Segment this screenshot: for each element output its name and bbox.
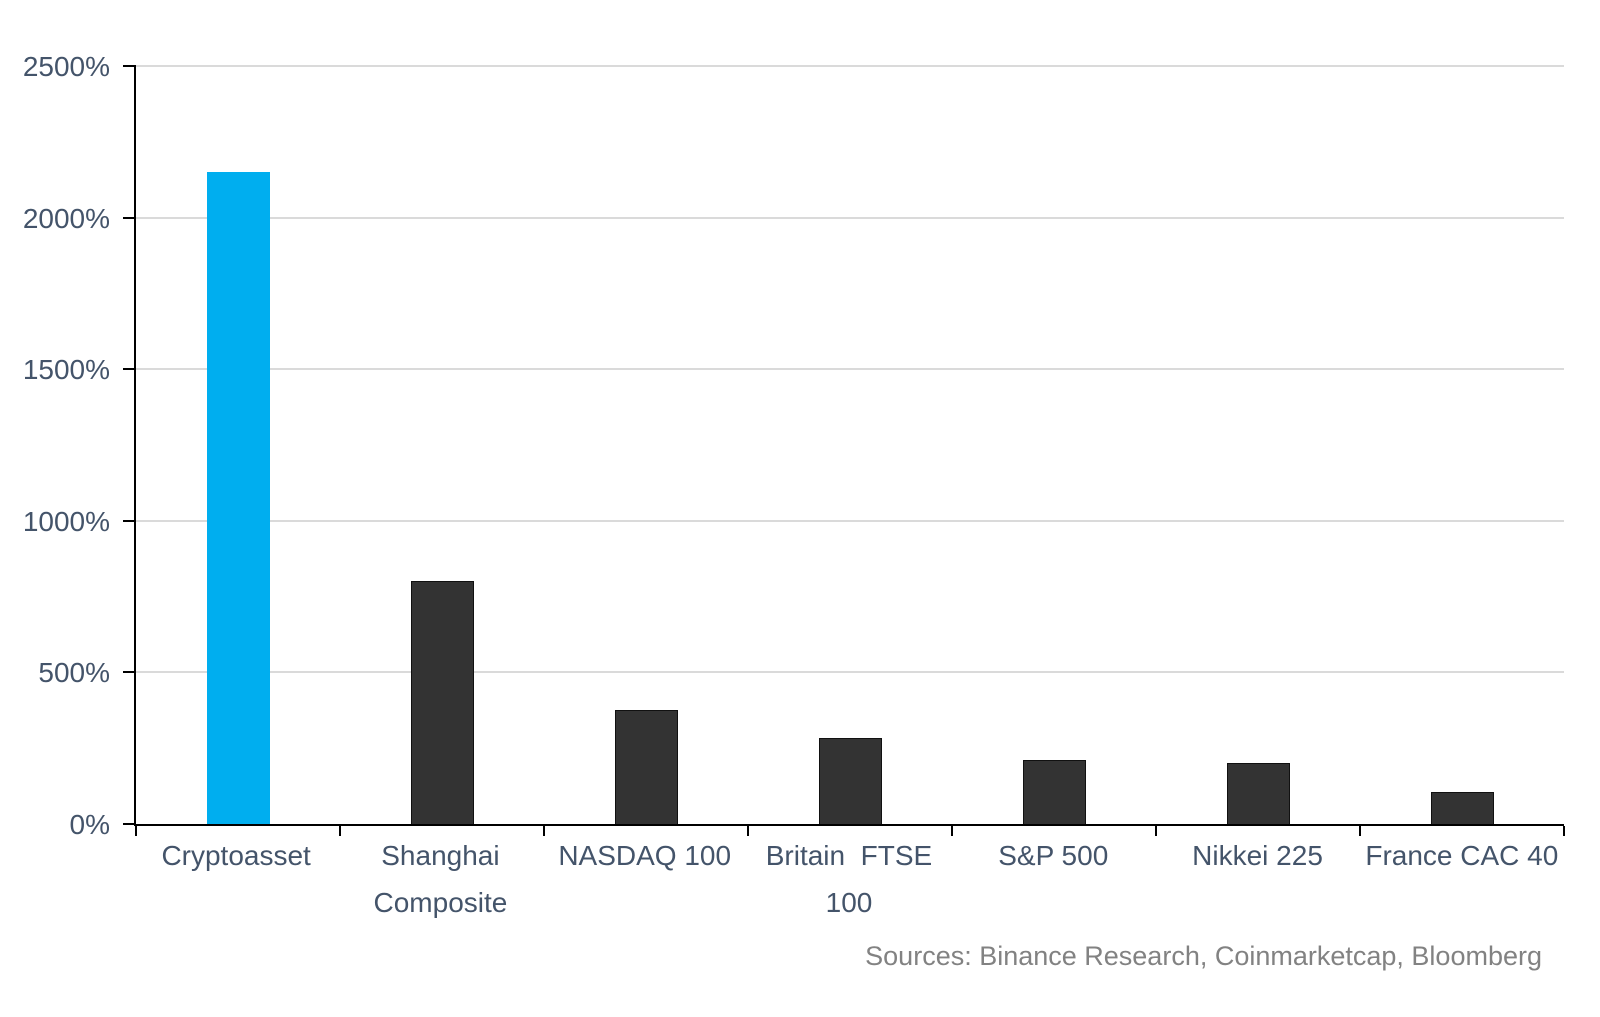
x-axis-label-cryptoasset: Cryptoasset [161, 840, 311, 871]
y-axis-label-500: 500% [38, 657, 110, 688]
y-axis-label-2500: 2500% [22, 51, 110, 82]
y-axis-label-1500: 1500% [22, 354, 110, 385]
bar-slot-france-cac-40 [1360, 66, 1564, 824]
y-axis-label-0: 0% [69, 809, 110, 840]
plot-area [123, 65, 1565, 836]
x-tick-7 [1563, 826, 1565, 836]
bar-slot-nikkei-225 [1156, 66, 1360, 824]
x-axis-label-britain-ftse-100: Britain FTSE 100 [765, 840, 933, 918]
bar-slot-s-p-500 [952, 66, 1156, 824]
x-tick-0 [135, 826, 137, 836]
bar-slot-britain-ftse-100 [748, 66, 952, 824]
x-axis-label-france-cac-40: France CAC 40 [1365, 840, 1559, 871]
x-tick-5 [1155, 826, 1157, 836]
y-axis-label-1000: 1000% [22, 506, 110, 537]
gridline-2000 [136, 217, 1564, 219]
y-tick-1000 [123, 520, 136, 522]
gridline-1000 [136, 520, 1564, 522]
y-tick-2500 [123, 65, 136, 67]
x-axis-label-nikkei-225: Nikkei 225 [1192, 840, 1323, 871]
bar-france-cac-40 [1430, 792, 1494, 824]
bars [136, 66, 1564, 824]
y-tick-500 [123, 671, 136, 673]
bar-shanghai-composite [410, 581, 474, 824]
x-tick-6 [1359, 826, 1361, 836]
x-axis-label-shanghai-composite: Shanghai Composite [373, 840, 508, 918]
y-tick-1500 [123, 368, 136, 370]
x-tick-3 [747, 826, 749, 836]
x-tick-4 [951, 826, 953, 836]
y-axis-labels: 0% 500% 1000% 1500% 2000% 2500% [0, 51, 110, 840]
source-note: Sources: Binance Research, Coinmarketcap… [865, 941, 1542, 971]
gridline-500 [136, 671, 1564, 673]
bar-slot-shanghai-composite [340, 66, 544, 824]
x-tick-2 [543, 826, 545, 836]
gridline-1500 [136, 368, 1564, 370]
bar-slot-nasdaq-100 [544, 66, 748, 824]
bar-s-p-500 [1022, 760, 1086, 824]
gridline-2500 [136, 65, 1564, 67]
y-tick-0 [123, 823, 136, 825]
x-axis-label-nasdaq-100: NASDAQ 100 [558, 840, 732, 871]
bar-nasdaq-100 [614, 710, 678, 824]
y-tick-2000 [123, 217, 136, 219]
x-axis-labels: Cryptoasset Shanghai Composite NASDAQ 100 B… [134, 832, 1564, 926]
bar-nikkei-225 [1226, 763, 1290, 824]
y-axis-label-2000: 2000% [22, 203, 110, 234]
bar-cryptoasset [206, 172, 270, 824]
x-axis-label-s-p-500: S&P 500 [998, 840, 1109, 871]
bar-britain-ftse-100 [818, 738, 882, 824]
bar-slot-cryptoasset [136, 66, 340, 824]
x-tick-1 [339, 826, 341, 836]
